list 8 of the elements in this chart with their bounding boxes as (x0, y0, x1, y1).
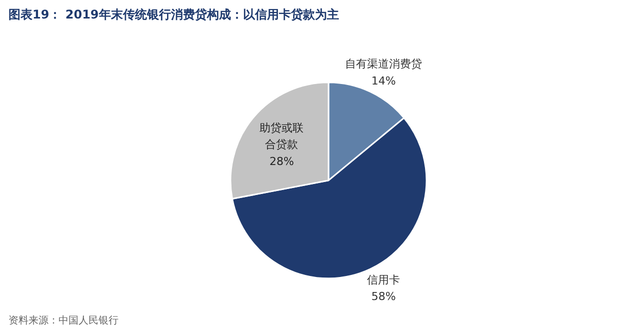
data-label: 14% (371, 74, 396, 88)
data-label: 58% (371, 290, 396, 304)
slice-label: 自有渠道消费贷 (345, 58, 422, 71)
slice-label: 信用卡 (367, 273, 400, 286)
data-label: 28% (269, 155, 294, 168)
text: 资料来源：中国人民银行 (8, 314, 118, 326)
slice-label: 助贷或联合贷款 (260, 121, 304, 152)
chart-title: 图表19： 2019年末传统银行消费贷构成：以信用卡贷款为主 (8, 8, 339, 22)
